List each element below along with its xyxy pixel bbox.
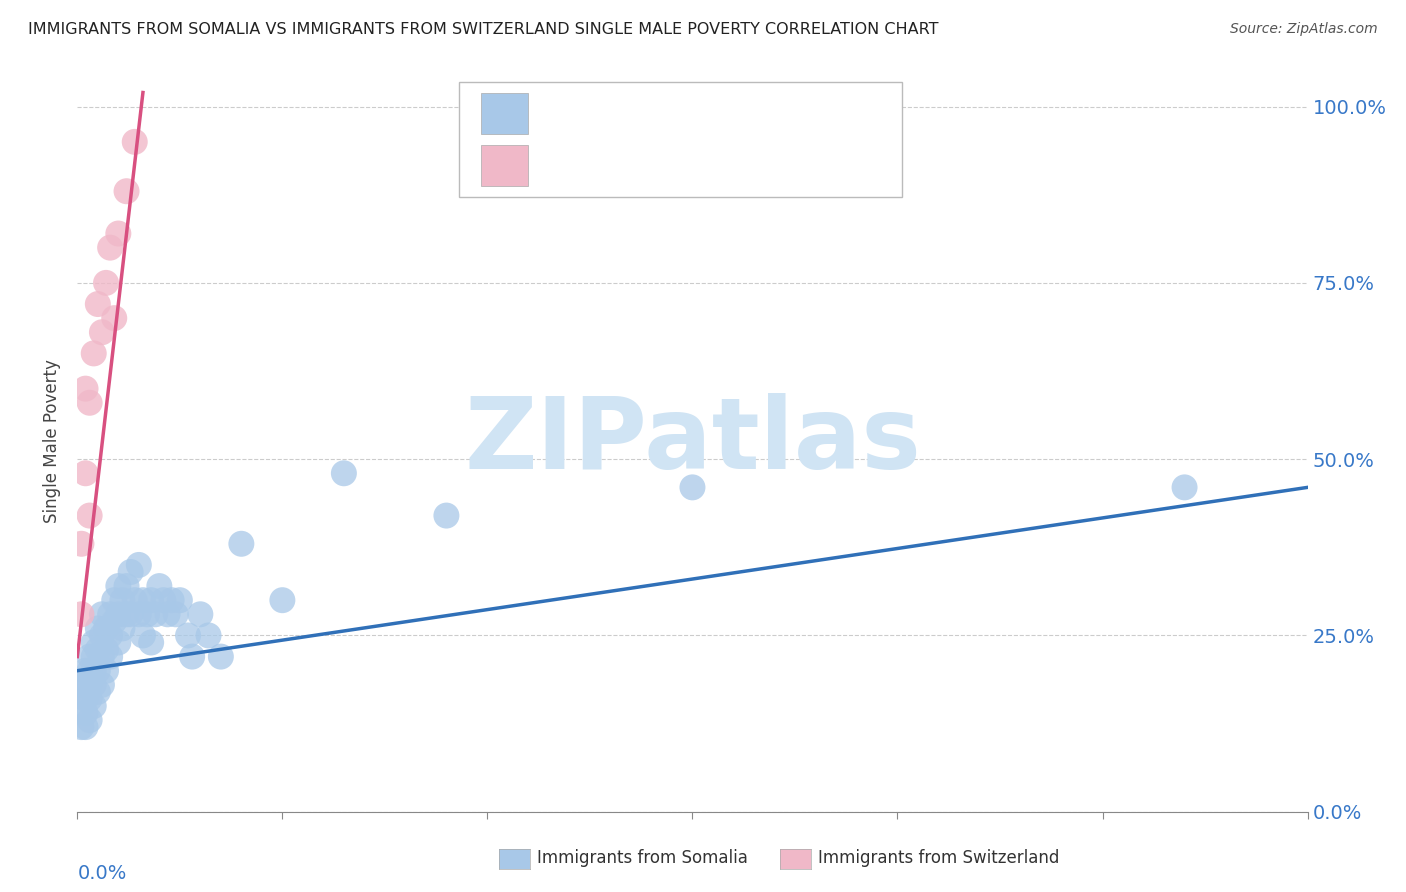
Point <box>128 558 150 572</box>
Point <box>141 593 163 607</box>
Point <box>83 346 105 360</box>
Point <box>83 635 105 649</box>
Point <box>75 706 97 720</box>
Text: R =  0.507   N = 69: R = 0.507 N = 69 <box>543 104 749 123</box>
Point <box>152 593 174 607</box>
Point <box>124 135 146 149</box>
Point <box>107 227 129 241</box>
Point <box>177 628 200 642</box>
Point <box>79 664 101 678</box>
Point <box>165 607 187 622</box>
Point <box>169 593 191 607</box>
Point <box>115 579 138 593</box>
Point <box>271 593 294 607</box>
Point <box>87 685 110 699</box>
Text: Immigrants from Somalia: Immigrants from Somalia <box>537 849 748 867</box>
Point <box>75 664 97 678</box>
Point <box>120 607 142 622</box>
Point <box>160 593 183 607</box>
Point <box>79 692 101 706</box>
Point <box>120 565 142 579</box>
Point <box>70 678 93 692</box>
Point <box>181 649 204 664</box>
Point <box>70 537 93 551</box>
FancyBboxPatch shape <box>481 93 527 134</box>
Point <box>148 579 170 593</box>
Point <box>75 678 97 692</box>
Point <box>90 649 114 664</box>
Point <box>141 635 163 649</box>
Point <box>79 508 101 523</box>
Point <box>103 593 125 607</box>
Point <box>75 382 97 396</box>
Point <box>75 467 97 481</box>
Point <box>156 607 179 622</box>
Point <box>79 649 101 664</box>
Point <box>83 649 105 664</box>
Point <box>79 713 101 727</box>
Point <box>128 607 150 622</box>
Text: IMMIGRANTS FROM SOMALIA VS IMMIGRANTS FROM SWITZERLAND SINGLE MALE POVERTY CORRE: IMMIGRANTS FROM SOMALIA VS IMMIGRANTS FR… <box>28 22 939 37</box>
Point <box>124 593 146 607</box>
Point <box>103 615 125 629</box>
Point <box>98 628 121 642</box>
Point <box>90 678 114 692</box>
Point <box>98 607 121 622</box>
Point <box>83 664 105 678</box>
Point <box>70 720 93 734</box>
Point <box>75 692 97 706</box>
Point <box>75 720 97 734</box>
Point <box>90 628 114 642</box>
Point <box>111 593 134 607</box>
FancyBboxPatch shape <box>458 82 901 197</box>
Point <box>87 297 110 311</box>
Point <box>83 698 105 713</box>
Point <box>79 396 101 410</box>
Point <box>103 311 125 326</box>
Point <box>94 664 117 678</box>
Point <box>333 467 356 481</box>
Point <box>90 607 114 622</box>
Y-axis label: Single Male Poverty: Single Male Poverty <box>44 359 62 524</box>
Point <box>94 621 117 635</box>
Point <box>94 276 117 290</box>
Point <box>98 649 121 664</box>
Text: 0.0%: 0.0% <box>77 863 127 882</box>
Point <box>83 678 105 692</box>
Point <box>209 649 232 664</box>
Point <box>87 621 110 635</box>
Point <box>87 642 110 657</box>
Text: Source: ZipAtlas.com: Source: ZipAtlas.com <box>1230 22 1378 37</box>
Point <box>107 635 129 649</box>
Point <box>79 678 101 692</box>
Point <box>143 607 166 622</box>
Point <box>98 241 121 255</box>
Point <box>132 593 155 607</box>
Text: R =  0.816   N = 15: R = 0.816 N = 15 <box>543 156 749 175</box>
Point <box>231 537 253 551</box>
Point <box>87 664 110 678</box>
Point <box>107 607 129 622</box>
Point <box>70 698 93 713</box>
Point <box>90 325 114 339</box>
Point <box>197 628 219 642</box>
Point <box>115 607 138 622</box>
Point <box>1174 480 1197 494</box>
Point <box>682 480 704 494</box>
Point <box>132 628 155 642</box>
Point <box>111 621 134 635</box>
Text: Immigrants from Switzerland: Immigrants from Switzerland <box>818 849 1060 867</box>
Point <box>94 642 117 657</box>
Point <box>70 607 93 622</box>
Point <box>115 184 138 198</box>
Point <box>136 607 159 622</box>
Point <box>107 579 129 593</box>
FancyBboxPatch shape <box>481 145 527 186</box>
Text: ZIPatlas: ZIPatlas <box>464 393 921 490</box>
Point <box>436 508 458 523</box>
Point <box>188 607 212 622</box>
